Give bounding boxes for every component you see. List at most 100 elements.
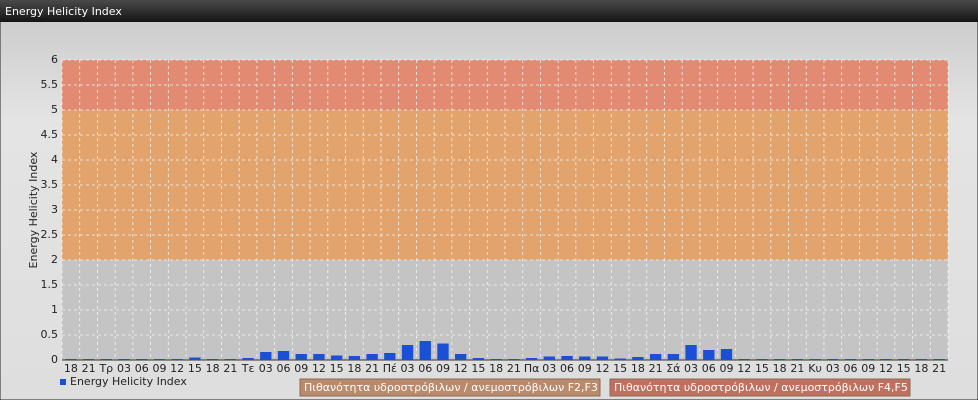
x-tick-label: 06	[844, 362, 858, 375]
bar	[295, 354, 307, 360]
x-tick-label: 12	[454, 362, 468, 375]
band-legend-box	[299, 378, 601, 397]
y-tick-label: 3.5	[41, 178, 59, 191]
bar	[703, 350, 715, 360]
x-tick-label: 21	[223, 362, 237, 375]
bar	[260, 352, 272, 360]
x-tick-label: 09	[861, 362, 875, 375]
bar	[649, 354, 662, 360]
bar	[206, 359, 219, 360]
y-tick-label: 4.5	[41, 128, 59, 141]
bar	[118, 359, 130, 360]
bar	[844, 359, 857, 360]
x-tick-label: 15	[755, 362, 769, 375]
bar	[862, 359, 874, 360]
bar	[561, 356, 573, 360]
y-tick-label: 3	[51, 203, 58, 216]
x-tick-label: 03	[117, 362, 131, 375]
x-tick-label: 09	[720, 362, 734, 375]
y-tick-label: 1.5	[41, 278, 59, 291]
x-tick-label: 06	[277, 362, 291, 375]
x-tick-label: 21	[82, 362, 96, 375]
bar	[437, 343, 449, 360]
bar	[401, 345, 414, 360]
x-tick-label: 12	[170, 362, 184, 375]
x-tick-label: 12	[595, 362, 609, 375]
x-tick-label: 15	[613, 362, 627, 375]
x-tick-label: 03	[259, 362, 273, 375]
x-tick-label: 21	[790, 362, 804, 375]
x-tick-label: 18	[64, 362, 78, 375]
x-tick-label: Τε	[241, 362, 255, 375]
header-bar	[0, 0, 978, 22]
bar	[490, 359, 502, 360]
x-tick-label: 09	[294, 362, 308, 375]
y-tick-label: 2.5	[41, 228, 59, 241]
x-tick-label: 12	[312, 362, 326, 375]
x-tick-label: Πα	[524, 362, 540, 375]
y-tick-label: 5.5	[41, 78, 59, 91]
x-tick-label: 21	[365, 362, 379, 375]
x-tick-label: 18	[914, 362, 928, 375]
y-tick-label: 1	[51, 303, 58, 316]
bar	[82, 359, 95, 360]
bar	[366, 354, 378, 360]
bar	[827, 359, 839, 360]
y-tick-label: 5	[51, 103, 58, 116]
bar	[667, 354, 680, 360]
band-legend-box	[609, 378, 911, 397]
x-tick-label: 09	[436, 362, 450, 375]
bar	[65, 359, 77, 360]
bar	[384, 353, 396, 360]
bar	[419, 341, 431, 360]
x-tick-label: 03	[826, 362, 840, 375]
bar	[614, 358, 626, 360]
bar	[472, 358, 485, 360]
y-tick-label: 0.5	[41, 328, 59, 341]
x-tick-label: 03	[684, 362, 698, 375]
bar	[224, 359, 237, 360]
x-tick-label: 21	[932, 362, 946, 375]
x-tick-label: 15	[897, 362, 911, 375]
bar	[171, 359, 183, 360]
x-tick-label: 21	[649, 362, 663, 375]
y-tick-label: 6	[51, 53, 58, 66]
bar	[791, 359, 804, 360]
x-tick-label: Τρ	[98, 362, 113, 375]
x-tick-label: 21	[507, 362, 521, 375]
bar	[880, 359, 892, 360]
x-tick-label: 06	[560, 362, 574, 375]
band-legend-label: Πιθανότητα υδροστρόβιλων / ανεμοστρόβιλω…	[304, 381, 598, 394]
bar	[136, 359, 148, 360]
x-tick-label: 18	[773, 362, 787, 375]
bar	[330, 355, 343, 360]
x-tick-label: 15	[330, 362, 344, 375]
bar	[579, 356, 591, 360]
bar	[720, 349, 733, 360]
x-tick-label: 06	[135, 362, 149, 375]
x-tick-label: Πέ	[383, 362, 397, 375]
x-tick-label: 09	[578, 362, 592, 375]
bar	[525, 358, 538, 360]
bar	[738, 359, 750, 360]
x-tick-label: 15	[471, 362, 485, 375]
x-tick-label: 03	[542, 362, 556, 375]
y-tick-label: 0	[51, 353, 58, 366]
x-tick-label: 06	[702, 362, 716, 375]
y-tick-label: 2	[51, 253, 58, 266]
bar	[756, 359, 768, 360]
bar	[277, 351, 290, 360]
bar	[313, 354, 325, 360]
y-axis-label: Energy Helicity Index	[27, 151, 40, 268]
bar	[773, 359, 786, 360]
bar	[508, 359, 520, 360]
bar	[543, 356, 555, 360]
bar	[809, 359, 821, 360]
bar	[915, 359, 928, 360]
bar	[933, 359, 945, 360]
x-tick-label: 18	[489, 362, 503, 375]
x-tick-label: 09	[152, 362, 166, 375]
bar	[685, 345, 697, 360]
bar	[898, 359, 910, 360]
